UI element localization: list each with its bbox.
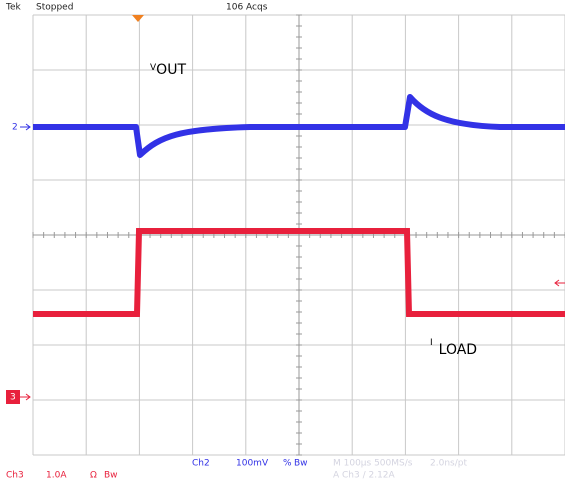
ch3-marker: 3 — [10, 393, 16, 403]
ch2-coupling: % — [283, 459, 292, 469]
ch3-bw: Bw — [104, 471, 118, 481]
ch2-label: Ch2 — [192, 459, 210, 469]
iload-trace — [33, 228, 565, 317]
resolution: 2.0ns/pt — [430, 459, 467, 469]
acquisitions: 106 Acqs — [226, 3, 268, 13]
ch2-bw: Bw — [294, 459, 308, 469]
ch3-scale: 1.0A — [46, 471, 67, 481]
ch2-marker: 2 — [12, 123, 18, 133]
brand: Tek — [5, 3, 22, 13]
ch3-label: Ch3 — [6, 471, 24, 481]
ch3-marker-box — [6, 390, 20, 404]
trigger-setting: A Ch3 ∕ 2.12A — [333, 471, 396, 481]
timebase: M 100µs 500MS/s — [333, 459, 413, 469]
iload-label: I LOAD — [430, 338, 477, 359]
vout-label: VOUT — [150, 62, 186, 78]
ch3-arrow — [20, 393, 31, 401]
vout-trace — [33, 94, 565, 158]
trigger-level — [554, 279, 565, 287]
ch3-coupling: Ω — [90, 471, 97, 481]
trigger-position — [132, 15, 144, 22]
status: Stopped — [36, 3, 73, 13]
ch2-arrow — [20, 123, 31, 131]
ch2-scale: 100mV — [236, 459, 269, 469]
